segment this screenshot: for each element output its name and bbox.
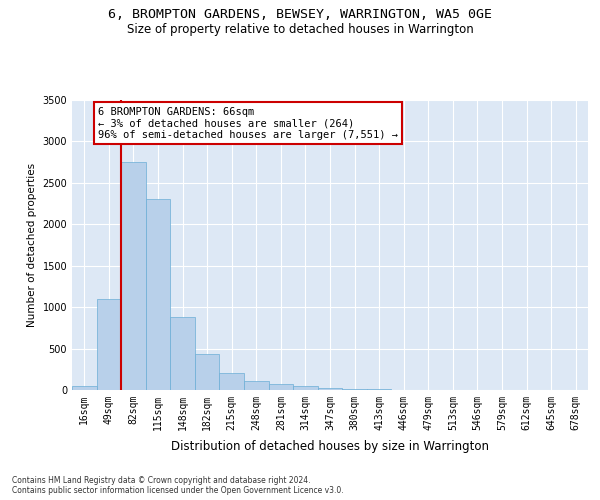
Text: Contains HM Land Registry data © Crown copyright and database right 2024.
Contai: Contains HM Land Registry data © Crown c… [12, 476, 344, 495]
Bar [72, 386, 97, 390]
Text: 6, BROMPTON GARDENS, BEWSEY, WARRINGTON, WA5 0GE: 6, BROMPTON GARDENS, BEWSEY, WARRINGTON,… [108, 8, 492, 20]
Bar [269, 384, 293, 390]
Bar [195, 354, 220, 390]
Text: Size of property relative to detached houses in Warrington: Size of property relative to detached ho… [127, 22, 473, 36]
Bar [342, 389, 367, 390]
Bar [170, 317, 195, 390]
Bar [244, 382, 269, 390]
Bar [293, 386, 318, 390]
Bar [146, 200, 170, 390]
Text: Distribution of detached houses by size in Warrington: Distribution of detached houses by size … [171, 440, 489, 453]
Y-axis label: Number of detached properties: Number of detached properties [27, 163, 37, 327]
Bar [220, 374, 244, 390]
Bar [318, 388, 342, 390]
Bar [121, 162, 146, 390]
Text: 6 BROMPTON GARDENS: 66sqm
← 3% of detached houses are smaller (264)
96% of semi-: 6 BROMPTON GARDENS: 66sqm ← 3% of detach… [98, 106, 398, 140]
Bar [97, 299, 121, 390]
Bar [367, 389, 391, 390]
